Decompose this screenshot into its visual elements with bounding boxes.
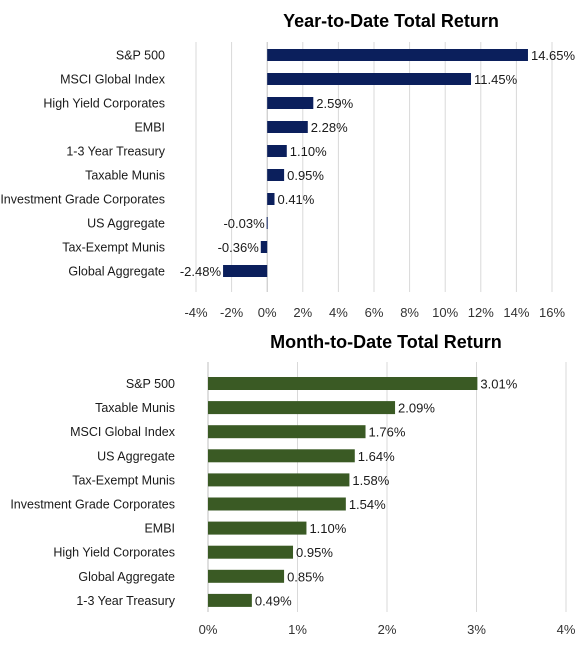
mtd-bar-taxable-munis: [208, 401, 396, 415]
ytd-category-label: MSCI Global Index: [60, 73, 166, 87]
mtd-category-label: S&P 500: [126, 377, 175, 391]
ytd-data-label: 1.10%: [290, 144, 327, 159]
mtd-data-label: 1.58%: [352, 473, 389, 488]
ytd-tick-label: 16%: [539, 305, 565, 320]
mtd-data-label: 1.54%: [349, 497, 386, 512]
ytd-category-label: High Yield Corporates: [43, 97, 165, 111]
ytd-category-label: Taxable Munis: [85, 169, 165, 183]
ytd-data-label: 14.65%: [531, 48, 576, 63]
mtd-data-label: 1.64%: [358, 449, 395, 464]
ytd-bar-global-aggregate: [223, 265, 268, 277]
ytd-bar-tax-exempt-munis: [260, 241, 268, 253]
mtd-chart-title: Month-to-Date Total Return: [270, 332, 502, 352]
mtd-category-label: EMBI: [144, 522, 175, 536]
mtd-chart: 0% 1% 2% 3% 4% S&P 500 3.01% Taxable Munis 2.09%…: [10, 362, 576, 637]
ytd-category-label: S&P 500: [116, 49, 165, 63]
ytd-bar-investment-grade-corporates: [267, 193, 275, 205]
ytd-data-label: 0.41%: [277, 192, 314, 207]
ytd-tick-label: 14%: [503, 305, 529, 320]
ytd-tick-label: -2%: [220, 305, 244, 320]
mtd-bar-sandp-500: [208, 377, 478, 390]
mtd-bar-1-3-year-treasury: [208, 593, 252, 607]
ytd-bar-msci-global-index: [267, 73, 472, 85]
mtd-category-label: 1-3 Year Treasury: [76, 594, 175, 608]
ytd-data-label: -0.03%: [223, 216, 265, 231]
ytd-chart-title: Year-to-Date Total Return: [283, 11, 499, 31]
ytd-bar-high-yield-corporates: [267, 97, 314, 109]
mtd-data-label: 0.95%: [296, 545, 333, 560]
mtd-tick-label: 0%: [199, 622, 218, 637]
mtd-tick-label: 3%: [467, 622, 486, 637]
mtd-category-label: Global Aggregate: [78, 570, 175, 584]
mtd-category-label: Taxable Munis: [95, 401, 175, 415]
ytd-data-label: -0.36%: [218, 240, 260, 255]
mtd-data-label: 0.85%: [287, 569, 324, 584]
mtd-category-label: MSCI Global Index: [70, 425, 176, 439]
ytd-bar-embi: [267, 121, 308, 133]
mtd-category-label: High Yield Corporates: [53, 546, 175, 560]
ytd-tick-label: 0%: [258, 305, 277, 320]
ytd-tick-label: 10%: [432, 305, 458, 320]
mtd-data-label: 0.49%: [255, 593, 292, 608]
mtd-data-label: 1.76%: [369, 425, 406, 440]
mtd-category-label: US Aggregate: [97, 449, 175, 463]
ytd-data-label: -2.48%: [180, 264, 222, 279]
mtd-bar-us-aggregate: [208, 449, 355, 463]
mtd-bar-investment-grade-corporates: [208, 497, 346, 511]
ytd-tick-label: 6%: [365, 305, 384, 320]
ytd-category-label: 1-3 Year Treasury: [66, 145, 165, 159]
ytd-category-label: Global Aggregate: [68, 265, 165, 279]
ytd-tick-label: 4%: [329, 305, 348, 320]
mtd-data-label: 3.01%: [480, 377, 517, 392]
ytd-tick-label: 2%: [293, 305, 312, 320]
ytd-bar-1-3-year-treasury: [267, 145, 287, 157]
ytd-tick-label: 8%: [400, 305, 419, 320]
ytd-category-label: US Aggregate: [87, 217, 165, 231]
ytd-tick-label: -4%: [184, 305, 208, 320]
ytd-tick-label: 12%: [468, 305, 494, 320]
mtd-bar-embi: [208, 521, 307, 535]
ytd-bar-us-aggregate: [266, 217, 268, 229]
mtd-bar-msci-global-index: [208, 425, 366, 439]
mtd-bar-high-yield-corporates: [208, 545, 294, 559]
ytd-bar-taxable-munis: [267, 169, 285, 181]
mtd-category-label: Investment Grade Corporates: [10, 498, 175, 512]
ytd-data-label: 2.59%: [316, 96, 353, 111]
mtd-category-label: Tax-Exempt Munis: [72, 473, 175, 487]
ytd-category-label: EMBI: [134, 121, 165, 135]
mtd-bar-global-aggregate: [208, 569, 285, 583]
ytd-data-label: 2.28%: [311, 120, 348, 135]
ytd-category-label: Investment Grade Corporates: [0, 193, 165, 207]
ytd-category-label: Tax-Exempt Munis: [62, 241, 165, 255]
ytd-data-label: 11.45%: [474, 72, 518, 87]
mtd-tick-label: 2%: [378, 622, 397, 637]
mtd-data-label: 1.10%: [309, 521, 346, 536]
mtd-tick-label: 4%: [557, 622, 576, 637]
ytd-bar-sandp-500: [267, 49, 528, 61]
ytd-chart: -4% -2% 0% 2% 4% 6% 8% 10% 12% 14% 16% S&P 500 14.65…: [0, 42, 576, 320]
mtd-data-label: 2.09%: [398, 401, 435, 416]
mtd-tick-label: 1%: [288, 622, 307, 637]
ytd-data-label: 0.95%: [287, 168, 324, 183]
mtd-bar-tax-exempt-munis: [208, 473, 350, 487]
